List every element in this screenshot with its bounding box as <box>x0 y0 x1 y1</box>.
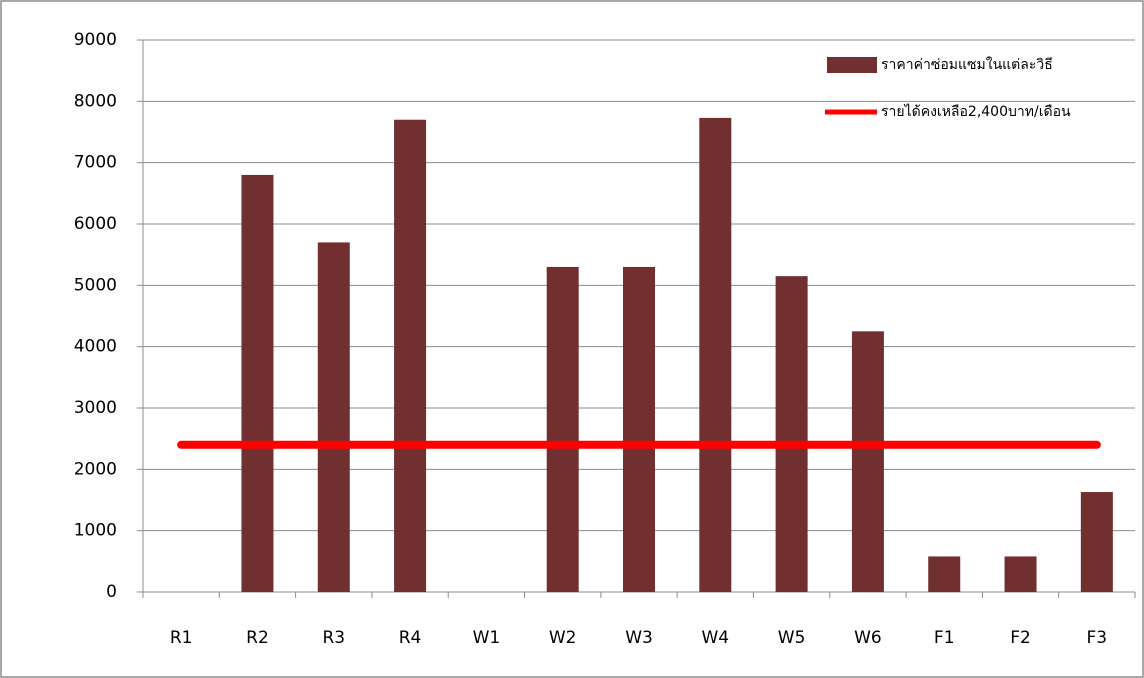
legend-text: ราคาค่าซ่อมแซมในแต่ละวิธี <box>881 56 1053 73</box>
y-tick-label: 9000 <box>74 30 117 50</box>
bar <box>1004 556 1037 592</box>
x-tick-label: W2 <box>549 628 577 648</box>
x-tick-label: F3 <box>1087 628 1108 648</box>
bar <box>1080 492 1113 592</box>
y-tick-label: 6000 <box>74 214 117 234</box>
bar <box>394 119 427 592</box>
y-tick-label: 2000 <box>74 459 117 479</box>
y-tick-label: 5000 <box>74 275 117 295</box>
x-tick-label: R1 <box>170 628 193 648</box>
x-tick-label: W4 <box>701 628 729 648</box>
bar <box>623 266 655 592</box>
bar <box>851 331 884 592</box>
bar <box>241 174 274 592</box>
x-tick-label: R3 <box>322 628 345 648</box>
bar <box>928 556 961 592</box>
y-tick-label: 4000 <box>74 337 117 357</box>
y-tick-label: 8000 <box>74 91 117 111</box>
y-tick-label: 3000 <box>74 398 117 418</box>
bar <box>546 266 579 592</box>
legend-text: รายได้คงเหลือ2,400บาท/เดือน <box>881 103 1071 120</box>
x-tick-label: W1 <box>473 628 501 648</box>
bar <box>775 276 808 592</box>
y-tick-label: 0 <box>106 582 117 602</box>
x-tick-label: F2 <box>1010 628 1031 648</box>
y-tick-label: 7000 <box>74 153 117 173</box>
legend-swatch <box>827 57 877 73</box>
y-tick-label: 1000 <box>74 521 117 541</box>
x-tick-label: W5 <box>778 628 806 648</box>
bar <box>317 242 350 592</box>
x-tick-label: W3 <box>625 628 653 648</box>
x-tick-label: R2 <box>246 628 269 648</box>
bar <box>699 117 732 592</box>
x-tick-label: F1 <box>934 628 955 648</box>
x-tick-label: R4 <box>399 628 422 648</box>
x-tick-label: W6 <box>854 628 882 648</box>
